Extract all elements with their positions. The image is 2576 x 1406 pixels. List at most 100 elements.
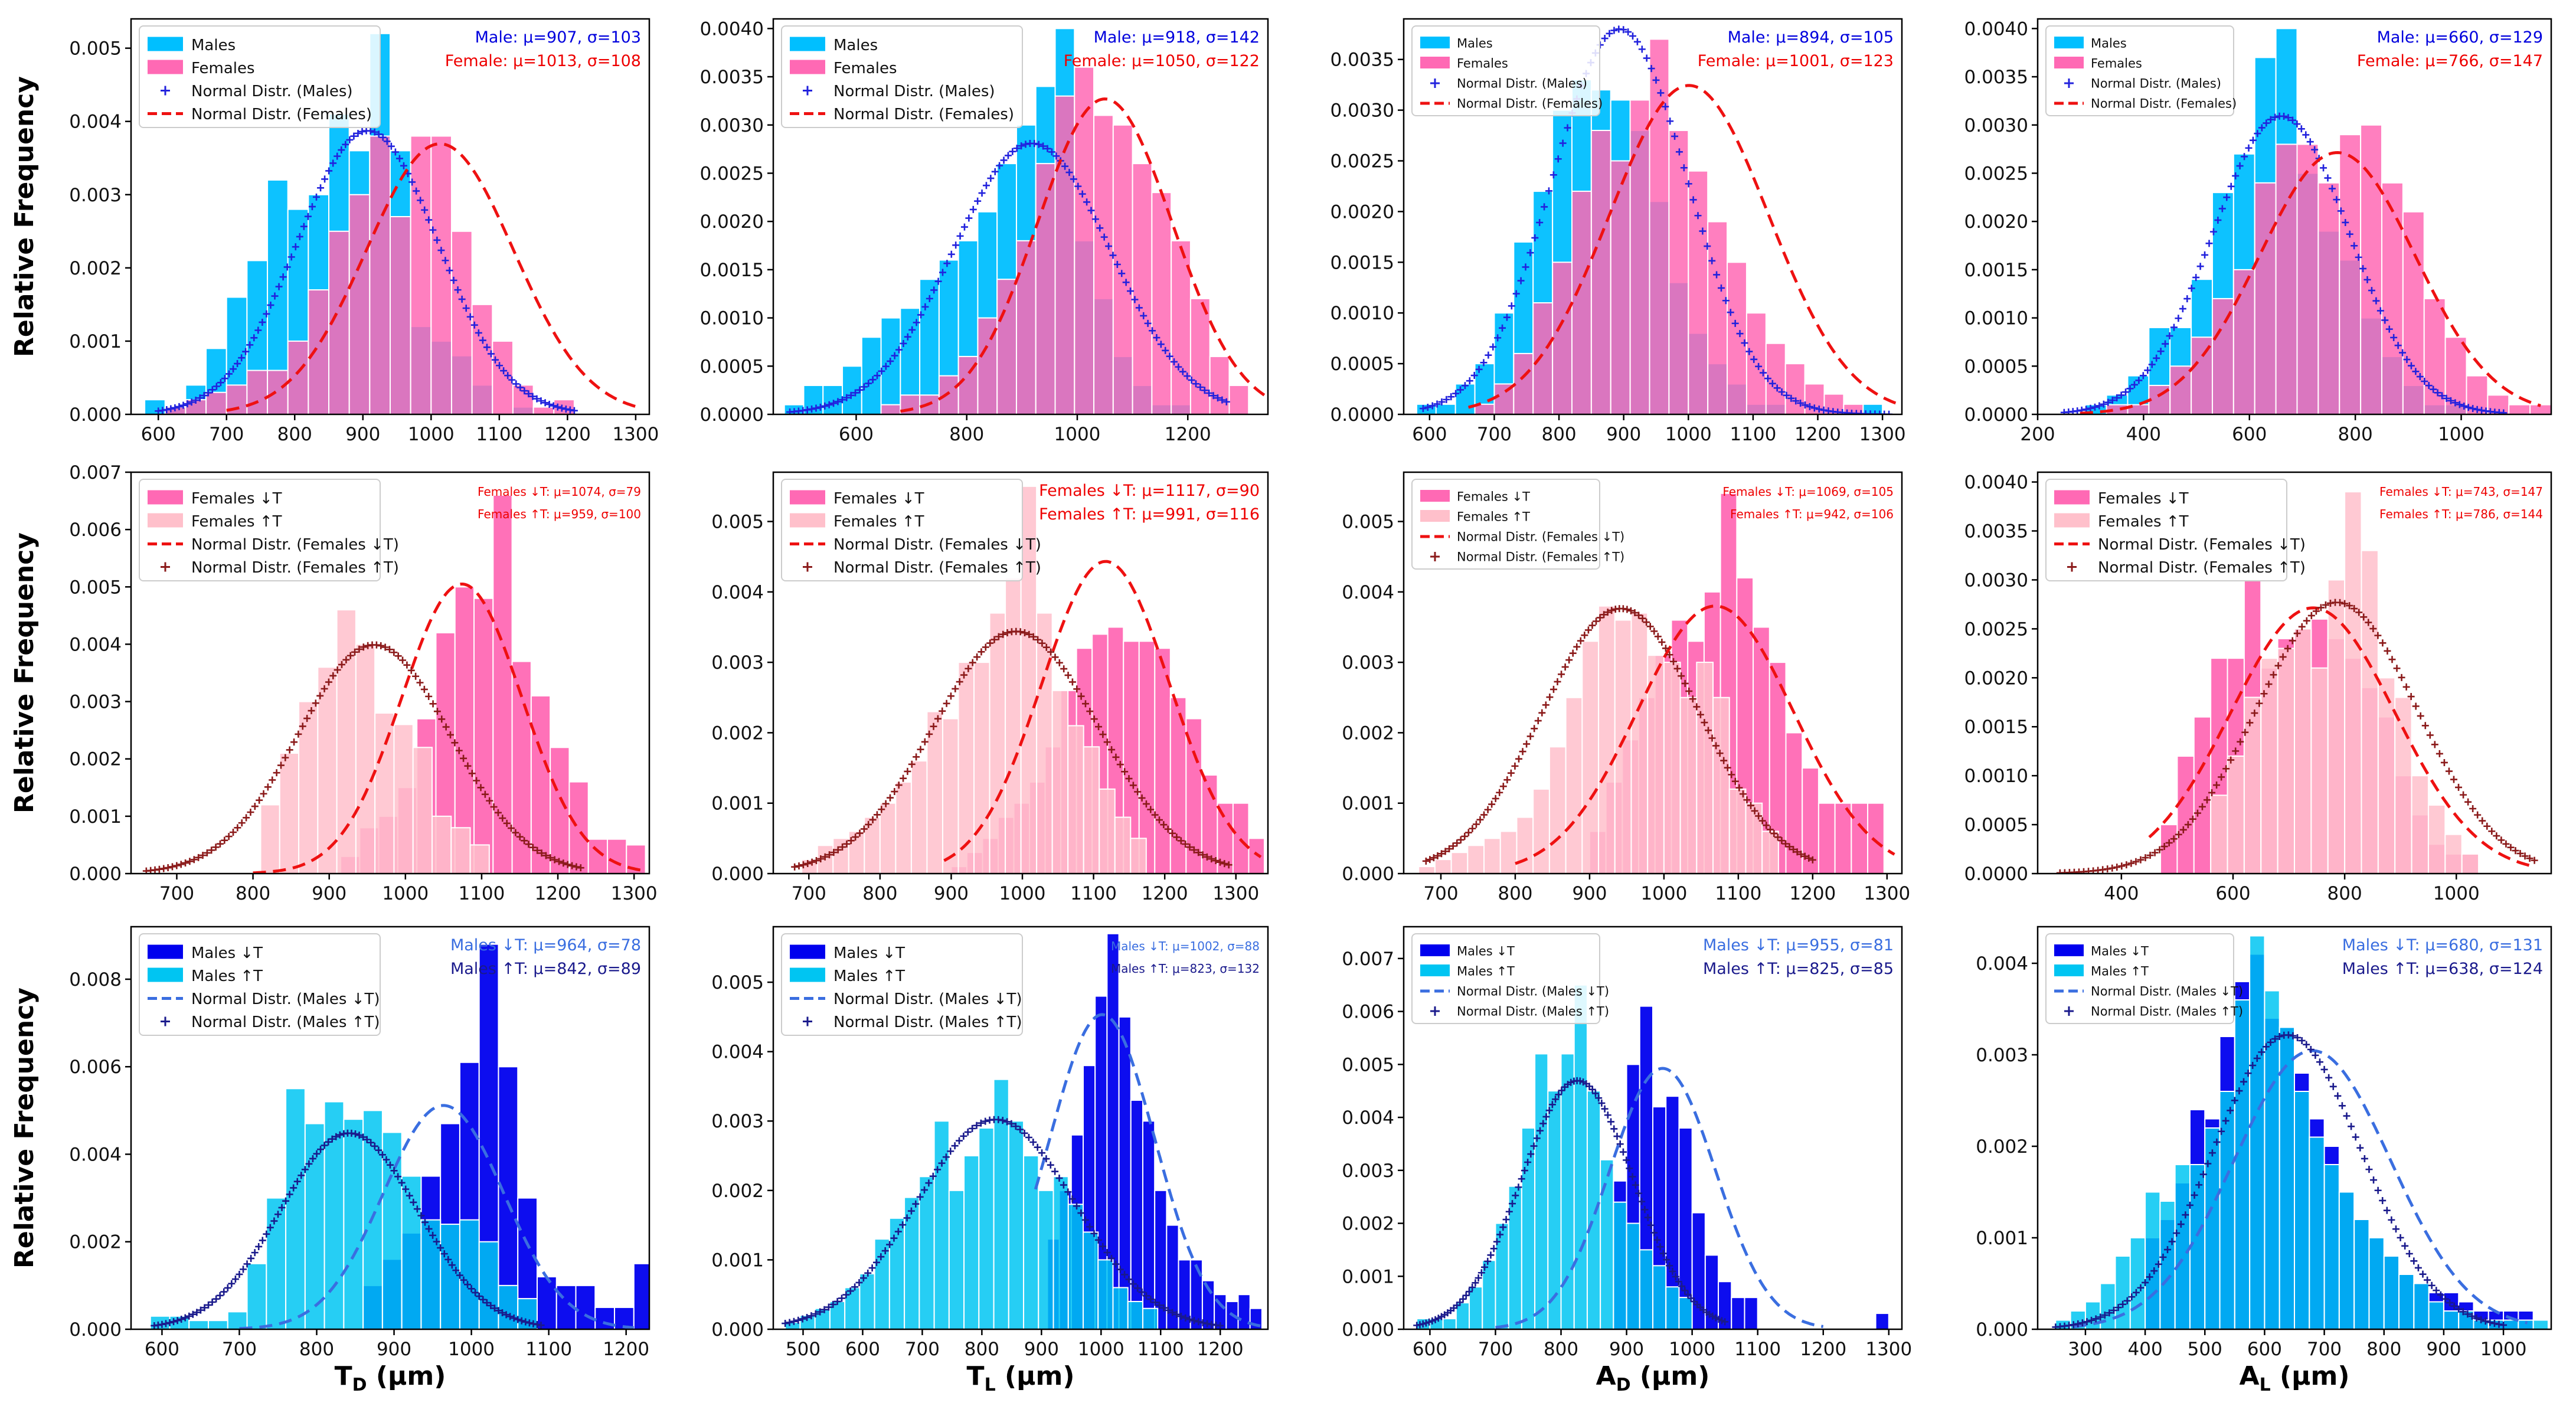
curve-dashed [1467,84,1902,409]
curve-plus-marker [421,1218,429,1226]
curve-plus-marker [838,396,846,404]
curve-plus-marker [2436,750,2443,757]
curve-plus-marker [264,783,272,791]
curve-plus-marker [2245,144,2253,152]
legend-patch [148,513,183,528]
legend-label: Females [1457,57,1508,71]
curve-plus-marker [2390,333,2398,341]
curve-plus-marker [834,846,842,854]
curve-plus-marker [2241,153,2248,161]
y-tick-label: 0.002 [1342,722,1394,744]
curve-plus-marker [1042,643,1050,651]
curve-plus-marker [304,212,312,220]
curve-plus-marker [204,389,212,397]
y-tick-label: 0.004 [711,1042,764,1063]
curve-plus-marker [267,301,274,309]
curve-plus-marker [2123,1297,2131,1304]
curve-plus-marker [359,1133,367,1141]
curve-plus-marker [1422,857,1430,865]
curve-plus-marker [1179,368,1186,375]
curve-plus-marker [904,767,911,775]
curve-plus-marker [1490,1245,1498,1253]
curve-plus-marker [1188,376,1195,384]
curve-plus-marker [2363,276,2371,283]
curve-plus-marker [1171,358,1178,365]
curve-plus-marker [2317,604,2325,612]
curve-plus-marker [224,1284,231,1291]
curve-plus-marker [230,365,237,373]
curve-plus-marker [926,295,933,302]
curve-plus-marker [2456,401,2463,408]
curve-plus-markers [791,627,1233,871]
legend-plus-marker [803,1016,812,1026]
curve-plus-marker [1201,387,1208,394]
curve-plus-marker [1672,1273,1679,1280]
curve-plus-marker [1162,346,1169,354]
curve-plus-marker [2231,1097,2238,1104]
panel-r2c2: 700 800 900 1000 1100 1200 13000.0000.0010.002… [711,471,1269,904]
bar-femalest [1817,802,1836,874]
bar-females [430,135,452,414]
bar-femalest [1696,662,1714,874]
curve-plus-marker [1584,626,1592,634]
curve-plus-marker [791,863,799,871]
curve-plus-marker [951,1142,959,1150]
stat-annotation: Male: μ=894, σ=105 [1728,28,1894,47]
curve-plus-marker [266,1224,274,1231]
legend-label: Males ↓T [1457,944,1515,959]
curve-plus-marker [1195,849,1202,856]
x-tick-label: 600 [145,1339,179,1360]
stat-annotation: Males ↓T: μ=955, σ=81 [1703,936,1894,954]
legend-box [781,479,1023,581]
panel-frame [130,18,650,416]
curve-plus-marker [1140,312,1148,319]
x-tick-label: 1000 [1669,1339,1715,1360]
curve-plus-marker [383,1156,390,1163]
curve-plus-marker [1217,1322,1224,1329]
panel-r3c3: 600 700 800 900 1000 1100 1200 13000.0000.0010.… [1342,926,1912,1360]
bar-females [2148,384,2171,414]
curve-plus-marker [2146,852,2154,859]
curve-plus-marker [1453,839,1461,847]
curve-plus-marker [510,1315,518,1322]
curve-plus-marker [817,855,825,862]
bar-malest [285,1088,306,1329]
curve-plus-marker [2184,821,2192,829]
curve-plus-marker [1787,394,1795,402]
curve-plus-marker [1216,858,1224,866]
curve-plus-marker [2193,809,2201,817]
bar-femalest [1418,866,1436,874]
curve-plus-marker [852,833,859,841]
stat-annotation: Females ↓T: μ=743, σ=147 [2379,485,2543,499]
curve-plus-marker [2162,340,2169,348]
bar-malest [1652,1265,1667,1329]
bar-females [1727,261,1747,414]
bar-females [2254,182,2277,414]
curve-plus-marker [1595,1094,1603,1102]
curve-plus-marker [1173,1310,1181,1318]
bar-femalest [1114,816,1132,874]
y-tick-label: 0.001 [1342,793,1394,815]
curve-plus-marker [2482,1317,2489,1325]
curve-plus-marker [522,1318,529,1326]
curve-plus-marker [2383,1206,2391,1214]
y-tick-label: 0.0035 [1331,50,1394,71]
curve-plus-marker [1770,830,1778,838]
x-axis-title-unit: (µm) [1631,1361,1710,1391]
x-tick-label: 700 [1477,424,1512,445]
x-tick-label: 800 [2338,424,2373,445]
curve-plus-marker [220,1288,228,1296]
curve-plus-marker [270,1217,278,1225]
curve-plus-marker [846,1287,854,1295]
x-axis-title-subscript: L [2260,1375,2271,1395]
curve-plus-marker [1546,694,1554,701]
curve-plus-marker [1151,1299,1159,1306]
curve-plus-marker [1499,1224,1507,1231]
bar-females [1093,115,1114,414]
legend-label: Normal Distr. (Males ↓T) [833,990,1022,1008]
curve-plus-marker [2469,405,2477,413]
curve-plus-marker [251,803,259,810]
x-tick-label: 900 [1606,424,1641,445]
y-tick-label: 0.005 [1342,1054,1394,1075]
curve-plus-marker [2214,216,2222,224]
